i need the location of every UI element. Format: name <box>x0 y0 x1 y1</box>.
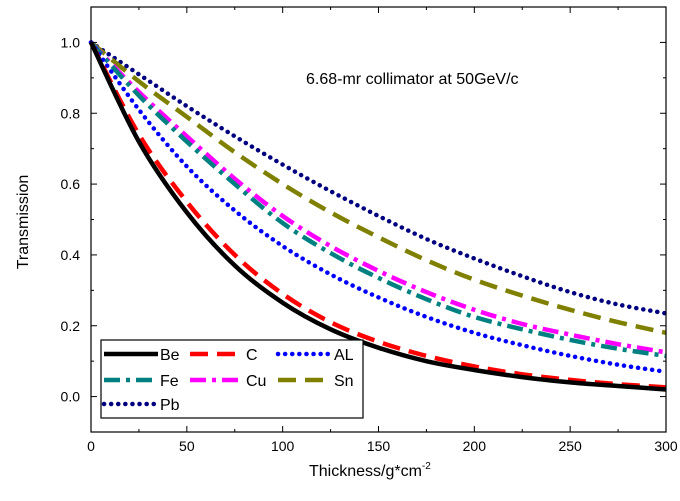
legend-label-al: AL <box>334 347 354 364</box>
series-line-sn <box>89 40 667 336</box>
y-axis-title: Transmission <box>15 175 32 270</box>
x-tick-label: 250 <box>558 438 582 454</box>
y-tick-label: 0.6 <box>61 176 81 192</box>
legend-label-pb: Pb <box>160 397 180 414</box>
legend-label-be: Be <box>160 347 180 364</box>
y-tick-label: 0.4 <box>61 247 81 263</box>
series-line-pb <box>88 40 669 316</box>
series-line-fe <box>89 40 667 359</box>
annotation-text: 6.68-mr collimator at 50GeV/c <box>306 71 519 88</box>
x-tick-label: 50 <box>179 438 195 454</box>
series-line-al <box>88 40 669 375</box>
y-tick-label: 0.0 <box>61 389 81 405</box>
y-axis: 0.0 0.2 0.4 0.6 0.8 1.0 <box>61 6 666 433</box>
series-line-be <box>88 41 667 392</box>
legend-label-cu: Cu <box>246 373 266 390</box>
x-axis-title-main: Thickness/g*cm <box>309 463 422 480</box>
y-tick-label: 0.8 <box>61 105 81 121</box>
series-line-cu <box>89 40 667 355</box>
y-tick-label: 0.2 <box>61 318 81 334</box>
legend-label-fe: Fe <box>160 373 179 390</box>
legend-label-c: C <box>246 347 258 364</box>
x-axis: 0 50 100 150 200 250 300 <box>87 7 678 454</box>
legend-label-sn: Sn <box>334 373 354 390</box>
x-axis-title-superscript: -2 <box>422 461 431 472</box>
x-tick-label: 200 <box>463 438 487 454</box>
x-tick-label: 150 <box>367 438 391 454</box>
x-tick-label: 100 <box>271 438 295 454</box>
x-axis-title: Thickness/g*cm-2 <box>309 461 431 480</box>
y-tick-label: 1.0 <box>61 34 81 50</box>
x-tick-label: 300 <box>654 438 678 454</box>
plot-curves <box>88 40 669 392</box>
x-tick-label: 0 <box>87 438 95 454</box>
series-line-c <box>89 41 667 390</box>
legend: Be C AL Fe Cu Sn Pb <box>100 339 364 419</box>
